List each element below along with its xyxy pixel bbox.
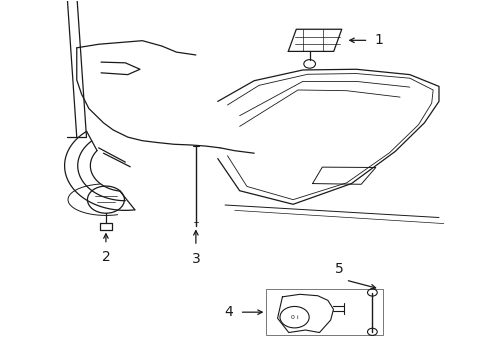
Text: 0 i: 0 i xyxy=(290,315,298,320)
Bar xyxy=(266,289,382,336)
Text: 2: 2 xyxy=(102,250,110,264)
Text: 1: 1 xyxy=(374,33,383,47)
Text: 3: 3 xyxy=(191,252,200,266)
Text: 4: 4 xyxy=(224,305,233,319)
Text: 5: 5 xyxy=(334,262,343,276)
